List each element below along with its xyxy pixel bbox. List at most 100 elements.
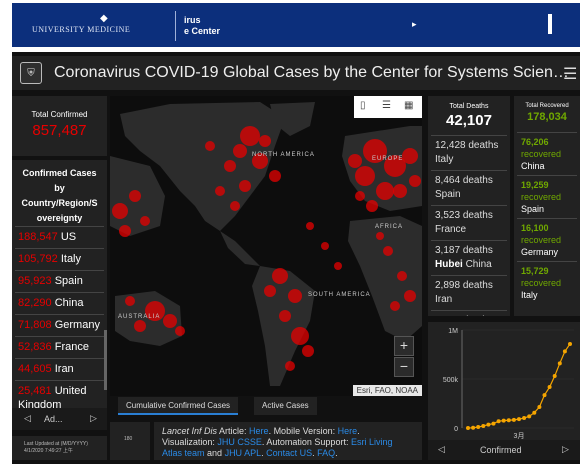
case-marker[interactable] [321, 242, 329, 250]
case-marker[interactable] [355, 166, 375, 186]
data-point[interactable] [501, 418, 506, 423]
esri-living-atlas-link[interactable]: Esri Living Atlas team [162, 437, 393, 458]
data-point[interactable] [542, 393, 547, 398]
case-marker[interactable] [112, 203, 128, 219]
next-arrow-icon[interactable]: ▷ [562, 444, 569, 454]
data-point[interactable] [481, 423, 486, 428]
list-icon[interactable]: ☰ [382, 100, 391, 111]
confirmed-list[interactable]: 188,547 US 105,792 Italy 95,923 Spain 82,29… [12, 226, 107, 416]
confirmed-list-footer-label[interactable]: Ad... [44, 414, 63, 424]
case-marker[interactable] [302, 345, 314, 357]
recovered-list[interactable]: 76,206 recovered China 19,259 recovered Spain… [514, 132, 580, 304]
case-marker[interactable] [264, 285, 276, 297]
case-marker[interactable] [366, 200, 378, 212]
faq-link[interactable]: FAQ [317, 448, 336, 458]
case-marker[interactable] [230, 201, 240, 211]
zoom-in-button[interactable]: + [394, 336, 414, 356]
list-item[interactable]: 8,464 deaths Spain [431, 170, 507, 205]
list-item[interactable]: 15,729 recovered Italy [517, 261, 577, 304]
tab-cumulative-confirmed[interactable]: Cumulative Confirmed Cases [118, 397, 239, 415]
case-marker[interactable] [291, 327, 309, 345]
data-point[interactable] [517, 417, 521, 422]
list-item[interactable]: 52,836 France [15, 336, 104, 358]
data-point[interactable] [522, 416, 527, 421]
center-name[interactable]: irus e Center [184, 15, 220, 37]
list-item[interactable]: 95,923 Spain [15, 270, 104, 292]
next-arrow-icon[interactable]: ▷ [90, 413, 97, 423]
case-marker[interactable] [348, 154, 362, 168]
case-markers[interactable] [112, 126, 421, 371]
list-item[interactable]: 2,898 deaths Iran [431, 275, 507, 310]
case-marker[interactable] [376, 232, 384, 240]
chart-footer-label[interactable]: Confirmed [480, 445, 522, 455]
mobile-version-link[interactable]: Here [337, 426, 358, 436]
data-point[interactable] [527, 414, 532, 419]
case-marker[interactable] [383, 246, 393, 256]
list-item[interactable]: 19,259 recovered Spain [517, 175, 577, 218]
case-marker[interactable] [285, 361, 295, 371]
bookmark-icon[interactable]: ▯ [360, 100, 366, 111]
data-point[interactable] [552, 374, 557, 379]
previous-arrow-icon[interactable]: ◁ [24, 413, 31, 423]
case-marker[interactable] [393, 184, 407, 198]
data-point[interactable] [491, 421, 496, 426]
case-marker[interactable] [163, 314, 177, 328]
jhu-csse-link[interactable]: JHU CSSE [217, 437, 262, 447]
case-marker[interactable] [129, 190, 141, 202]
confirmed-line-chart[interactable]: 1M 500k 0 3月 [428, 322, 580, 440]
list-item[interactable]: 3,187 deaths Hubei China [431, 240, 507, 275]
case-marker[interactable] [409, 175, 421, 187]
case-marker[interactable] [390, 301, 400, 311]
data-point[interactable] [562, 349, 567, 354]
case-marker[interactable] [175, 326, 185, 336]
case-marker[interactable] [252, 153, 268, 169]
case-marker[interactable] [288, 289, 302, 303]
list-item[interactable]: 44,605 Iran [15, 358, 104, 380]
list-item[interactable]: 71,808 Germany [15, 314, 104, 336]
contact-us-link[interactable]: Contact US [266, 448, 313, 458]
case-marker[interactable] [259, 135, 271, 147]
list-item[interactable]: 12,428 deaths Italy [431, 135, 507, 170]
data-point[interactable] [557, 361, 562, 366]
info-icon[interactable]: ▸ [412, 19, 417, 29]
case-marker[interactable] [119, 225, 131, 237]
zoom-out-button[interactable]: − [394, 357, 414, 377]
list-item[interactable]: 188,547 US [15, 226, 104, 248]
confirmed-list-scrollbar[interactable] [104, 330, 107, 390]
case-marker[interactable] [233, 144, 247, 158]
list-item[interactable]: 1,789 deaths [431, 310, 507, 316]
case-marker[interactable] [279, 310, 291, 322]
data-point[interactable] [532, 410, 537, 415]
data-point[interactable] [511, 417, 516, 422]
hamburger-menu-icon[interactable]: ☰ [563, 66, 578, 83]
case-marker[interactable] [134, 320, 146, 332]
list-item[interactable]: 3,523 deaths France [431, 205, 507, 240]
map-attribution[interactable]: Esri, FAO, NOAA [352, 385, 422, 396]
university-logo-text[interactable]: UNIVERSITY MEDICINE [32, 25, 131, 34]
case-marker[interactable] [215, 186, 225, 196]
previous-arrow-icon[interactable]: ◁ [438, 444, 445, 454]
data-point[interactable] [466, 425, 470, 430]
case-marker[interactable] [205, 141, 215, 151]
data-point[interactable] [547, 385, 552, 390]
jhu-apl-link[interactable]: JHU APL [224, 448, 262, 458]
data-point[interactable] [471, 425, 476, 430]
case-marker[interactable] [125, 296, 135, 306]
data-point[interactable] [476, 425, 481, 430]
world-map[interactable]: ▯ ☰ ▦ NORTH AMERICA SOUTH AMERICA EUROPE… [110, 96, 422, 396]
tab-active-cases[interactable]: Active Cases [254, 397, 317, 415]
case-marker[interactable] [272, 268, 288, 284]
case-marker[interactable] [306, 222, 314, 230]
case-marker[interactable] [397, 271, 407, 281]
case-marker[interactable] [384, 155, 406, 177]
data-point[interactable] [537, 405, 542, 410]
data-point[interactable] [486, 422, 491, 427]
list-item[interactable]: 16,100 recovered Germany [517, 218, 577, 261]
case-marker[interactable] [334, 262, 342, 270]
grid-icon[interactable]: ▦ [404, 100, 414, 111]
data-point[interactable] [496, 419, 501, 424]
case-marker[interactable] [239, 180, 251, 192]
case-marker[interactable] [376, 182, 394, 200]
map-canvas[interactable] [110, 96, 422, 396]
case-marker[interactable] [402, 148, 418, 164]
